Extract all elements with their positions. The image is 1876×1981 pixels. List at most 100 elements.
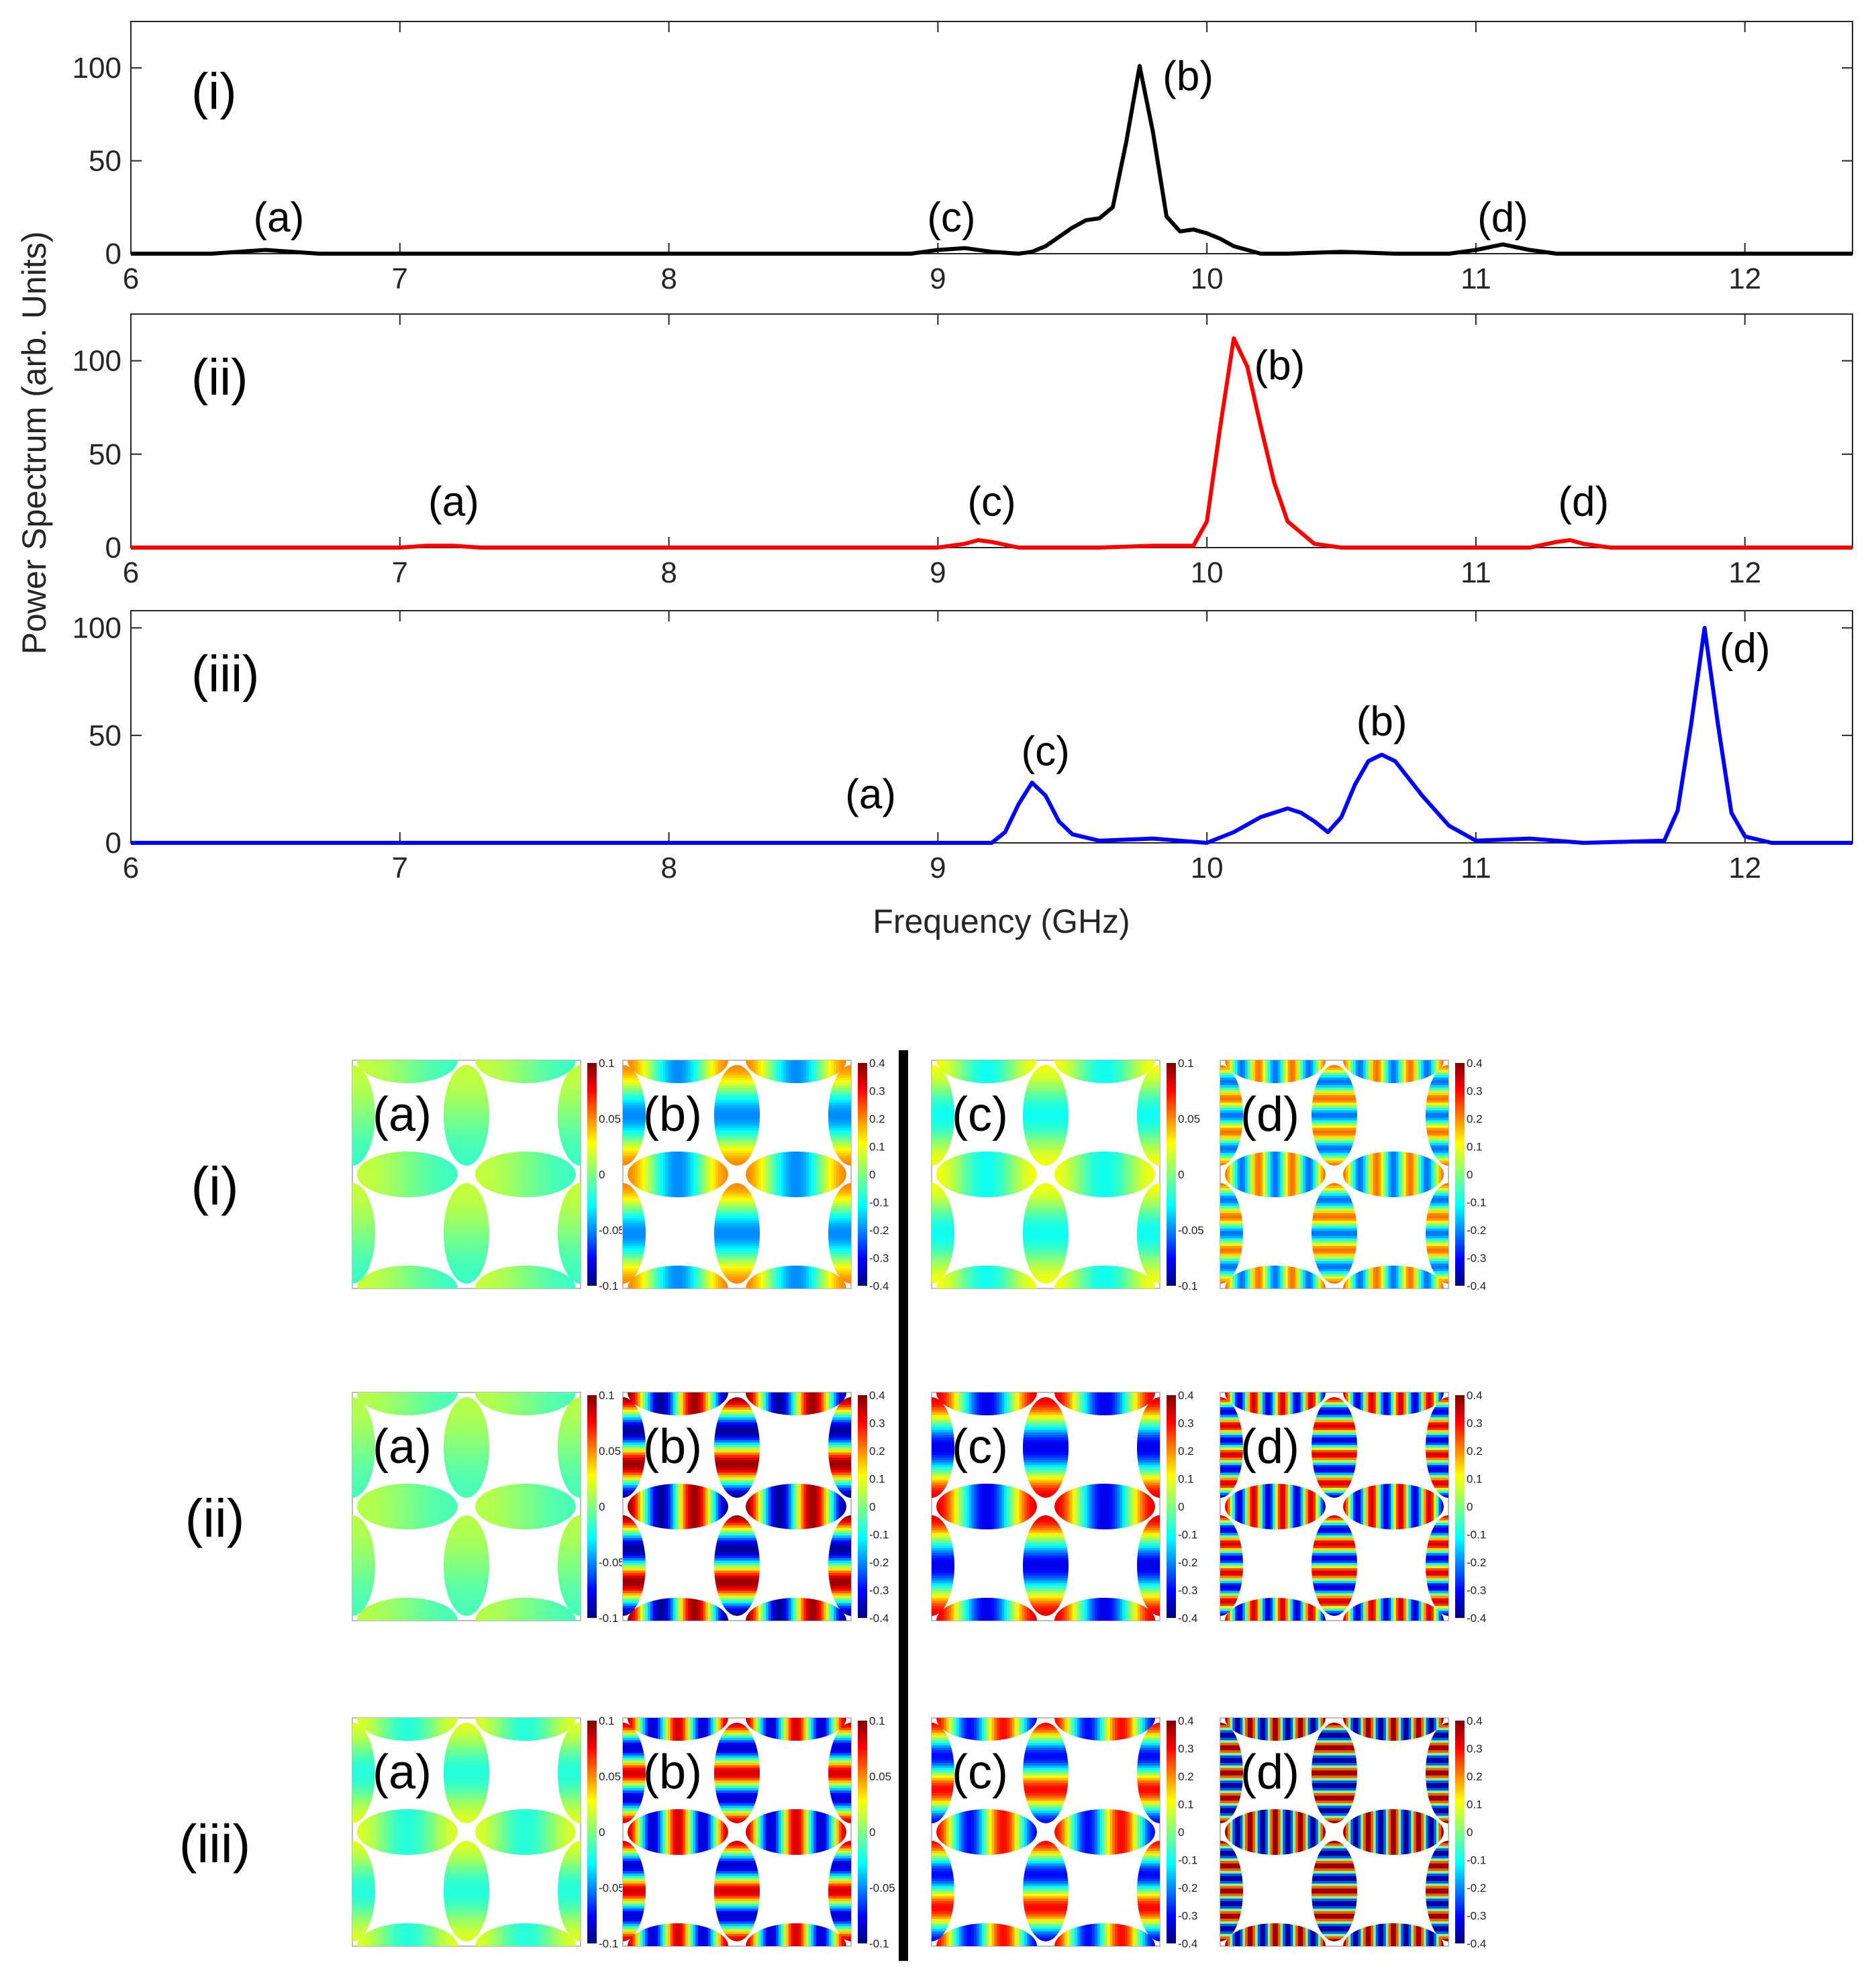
mode-map: (a) 0.1 0.05 0 -0.05 -0.1 [352, 1715, 625, 1950]
colorbar-tick-label: -0.4 [869, 1280, 889, 1292]
mode-map-label: (b) [643, 1088, 702, 1141]
colorbar-tick-label: -0.1 [599, 1937, 618, 1950]
mode-element [357, 1923, 458, 1946]
mode-element [1220, 1515, 1243, 1616]
axes-box [130, 21, 1853, 254]
colorbar-tick-label: 0 [1178, 1826, 1184, 1839]
y-tick-label: 0 [105, 531, 121, 564]
mode-element [932, 1515, 954, 1616]
mode-element [1225, 1718, 1326, 1741]
mode-map: (a) 0.1 0.05 0 -0.05 -0.1 [352, 1057, 625, 1292]
colorbar-tick-label: 0.1 [1178, 1798, 1194, 1811]
peak-label: (b) [1254, 342, 1305, 389]
mode-element [1054, 1809, 1155, 1855]
colorbar-tick-label: -0.1 [1178, 1280, 1197, 1292]
mode-element [444, 1515, 489, 1616]
colorbar-tick-label: 0.4 [869, 1057, 885, 1070]
mode-element [1225, 1392, 1326, 1415]
colorbar-tick-label: 0.4 [1467, 1715, 1483, 1727]
colorbar-tick-label: -0.1 [1467, 1197, 1486, 1209]
mode-map-label: (b) [643, 1420, 702, 1474]
colorbar-tick-label: 0.3 [1467, 1743, 1483, 1756]
y-tick-label: 50 [89, 145, 121, 178]
mode-map-label: (c) [952, 1420, 1008, 1474]
colorbar-tick-label: -0.05 [599, 1556, 625, 1569]
peak-label: (d) [1477, 195, 1528, 241]
colorbar-tick-label: 0.05 [599, 1445, 621, 1458]
colorbar-tick-label: 0.1 [599, 1057, 615, 1070]
mode-element [746, 1923, 846, 1946]
colorbar [1455, 1395, 1465, 1618]
mode-element [1343, 1718, 1444, 1741]
mode-element [444, 1065, 489, 1166]
colorbar-tick-label: -0.05 [599, 1224, 625, 1237]
colorbar-tick-label: 0.4 [1178, 1389, 1194, 1402]
colorbar-tick-label: -0.4 [1178, 1937, 1197, 1950]
x-axis-label: Frequency (GHz) [873, 903, 1130, 940]
peak-label: (a) [428, 479, 479, 525]
mode-element [352, 1065, 375, 1166]
mode-element [475, 1718, 576, 1741]
mode-maps: (i) (a) 0.1 0.05 0 -0.05 -0.1 (b) 0.4 0.3 0.2 0.1 0 -… [179, 1057, 1487, 1950]
mode-element [475, 1152, 576, 1197]
mode-element [1312, 1183, 1357, 1284]
colorbar-tick-label: 0.2 [1178, 1445, 1194, 1458]
mode-element [1054, 1266, 1155, 1288]
x-tick-label: 11 [1461, 556, 1491, 589]
mode-element [1343, 1392, 1444, 1415]
x-tick-label: 11 [1461, 852, 1491, 884]
mode-element [932, 1841, 954, 1941]
y-tick-label: 50 [89, 719, 121, 752]
mode-element [1312, 1515, 1357, 1616]
colorbar-tick-label: 0.1 [1178, 1473, 1194, 1486]
colorbar [1167, 1395, 1176, 1618]
x-tick-label: 10 [1191, 556, 1224, 589]
mode-element [628, 1060, 728, 1083]
colorbar-tick-label: 0 [1467, 1501, 1473, 1513]
mode-element [1054, 1152, 1155, 1197]
x-tick-label: 9 [930, 262, 946, 295]
colorbar-tick-label: -0.1 [869, 1197, 889, 1209]
colorbar-tick-label: -0.2 [1178, 1556, 1197, 1569]
mode-element [1220, 1723, 1243, 1823]
colorbar [1167, 1721, 1176, 1943]
mode-map-label: (c) [952, 1745, 1008, 1799]
mode-map: (c) 0.4 0.3 0.2 0.1 0 -0.1 -0.2 -0.3 -0.4 [931, 1715, 1197, 1950]
peak-label: (d) [1720, 625, 1771, 672]
colorbar-tick-label: -0.3 [1178, 1584, 1197, 1597]
mode-element [746, 1718, 846, 1741]
spectrum-line [131, 625, 1853, 845]
mode-element [932, 1183, 954, 1284]
y-tick-label: 100 [72, 345, 121, 378]
mode-element [1312, 1397, 1357, 1498]
mode-element [475, 1923, 576, 1946]
mode-element [714, 1183, 760, 1284]
colorbar-tick-label: 0 [599, 1826, 605, 1839]
panel-label: (ii) [191, 349, 248, 406]
colorbar-tick-label: 0.2 [1467, 1445, 1483, 1458]
mode-element [936, 1060, 1037, 1083]
mode-element [828, 1183, 851, 1284]
colorbar-tick-label: 0.1 [599, 1389, 615, 1402]
peak-label: (a) [845, 772, 896, 818]
colorbar-tick-label: -0.4 [1467, 1937, 1486, 1950]
mode-element [1023, 1723, 1069, 1823]
colorbar-tick-label: -0.4 [1178, 1612, 1197, 1625]
mode-map: (a) 0.1 0.05 0 -0.05 -0.1 [352, 1389, 625, 1625]
colorbar-tick-label: 0.2 [1467, 1113, 1483, 1125]
colorbar-tick-label: 0.05 [1178, 1113, 1200, 1125]
axes-box [130, 313, 1853, 548]
mode-element [1426, 1723, 1448, 1823]
mode-map-label: (d) [1240, 1088, 1299, 1141]
colorbar-tick-label: 0.1 [869, 1141, 885, 1154]
mode-element [1426, 1841, 1448, 1941]
colorbar-tick-label: -0.1 [1467, 1529, 1486, 1541]
mode-map-label: (d) [1240, 1420, 1299, 1474]
colorbar-tick-label: 0.2 [869, 1113, 885, 1125]
mode-element [1225, 1266, 1326, 1288]
colorbar-tick-label: 0.1 [1467, 1473, 1483, 1486]
mode-map-label: (c) [952, 1088, 1008, 1141]
mode-element [1137, 1515, 1160, 1616]
mode-element [475, 1392, 576, 1415]
